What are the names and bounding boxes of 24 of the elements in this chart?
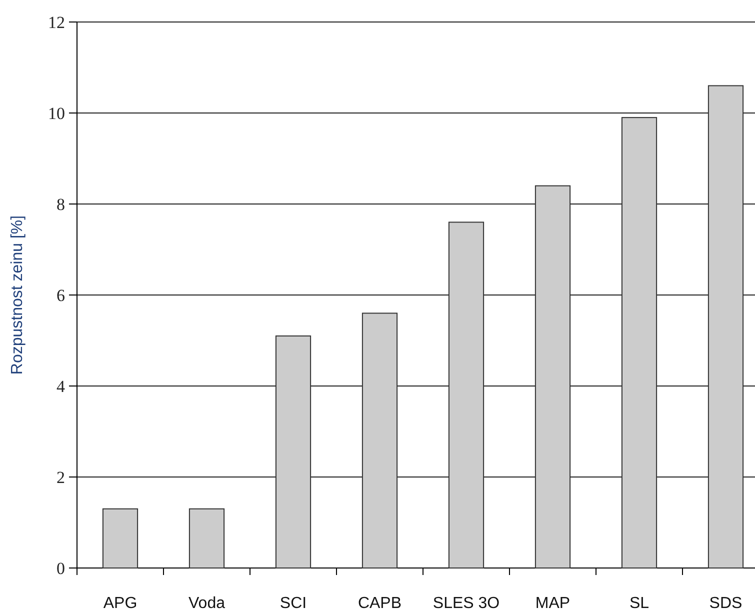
x-tick-label: SL bbox=[629, 595, 650, 612]
bar bbox=[448, 222, 484, 568]
y-tick-label: 0 bbox=[56, 558, 65, 578]
x-tick-label: Voda bbox=[188, 595, 226, 612]
x-tick-label: SDS bbox=[709, 595, 742, 612]
bar bbox=[188, 508, 225, 568]
y-tick-label: 4 bbox=[56, 376, 66, 396]
y-tick-label: 12 bbox=[48, 12, 65, 32]
x-tick-label: SLES 3O bbox=[432, 595, 500, 612]
y-tick-label: 6 bbox=[56, 286, 65, 305]
y-tick-label: 2 bbox=[56, 468, 65, 487]
x-tick-label: APG bbox=[103, 595, 138, 612]
y-tick-label: 10 bbox=[48, 104, 65, 123]
bar bbox=[621, 117, 658, 568]
bar bbox=[275, 335, 312, 568]
bar bbox=[534, 185, 571, 568]
bar bbox=[362, 312, 398, 568]
y-tick-label: 8 bbox=[56, 194, 65, 214]
bar bbox=[102, 508, 138, 568]
y-axis-title: Rozpustnost zeinu [%] bbox=[9, 215, 26, 375]
bar bbox=[708, 85, 744, 568]
x-tick-label: SCI bbox=[280, 595, 307, 612]
x-tick-label: CAPB bbox=[358, 595, 402, 612]
x-tick-label: MAP bbox=[535, 595, 570, 612]
